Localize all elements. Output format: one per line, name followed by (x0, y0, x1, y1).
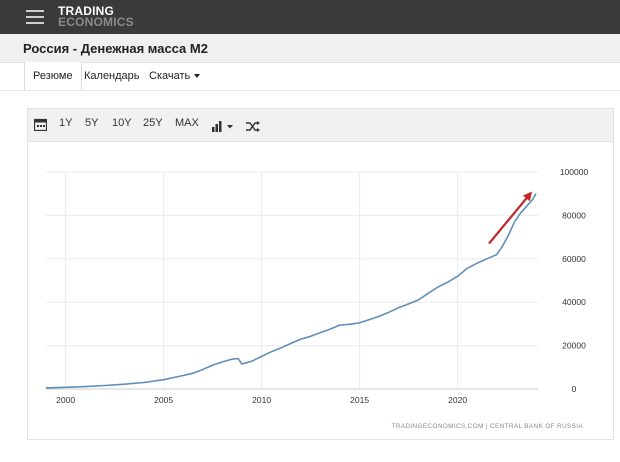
tick-labels: 2000 2005 2010 2015 2020 0 20000 40000 60000 8000… (56, 167, 588, 405)
chart-panel: 1Y 5Y 10Y 25Y MAX 2 (27, 108, 614, 440)
y-tick-label-60000: 60000 (562, 254, 586, 264)
range-max-button[interactable]: MAX (175, 117, 199, 129)
tab-bar: Резюме Календарь Скачать (0, 62, 620, 90)
x-tick-label-2015: 2015 (350, 395, 369, 405)
tab-summary[interactable]: Резюме (24, 62, 82, 90)
calendar-icon[interactable] (33, 118, 48, 136)
range-25y-button[interactable]: 25Y (143, 117, 163, 129)
x-tick-label-2000: 2000 (56, 395, 75, 405)
tab-download-label: Скачать (149, 70, 191, 82)
y-tick-label-100000: 100000 (560, 167, 589, 177)
trading-economics-logo[interactable]: TRADING ECONOMICS (58, 4, 134, 29)
menu-icon[interactable] (26, 10, 44, 24)
m2-line-chart: 2000 2005 2010 2015 2020 0 20000 40000 60000 8000… (45, 167, 588, 430)
series-line-m2 (45, 193, 537, 389)
grid-lines (46, 171, 538, 390)
y-tick-label-80000: 80000 (562, 210, 586, 220)
tab-calendar[interactable]: Календарь (84, 70, 140, 82)
chart-type-dropdown[interactable] (212, 119, 236, 137)
x-tick-label-2010: 2010 (252, 395, 271, 405)
top-navigation-bar: TRADING ECONOMICS (0, 0, 620, 34)
tabs-divider (0, 90, 620, 91)
chart-toolbar: 1Y 5Y 10Y 25Y MAX (28, 109, 613, 142)
range-5y-button[interactable]: 5Y (85, 117, 99, 129)
source-credit: TRADINGECONOMICS.COM | CENTRAL BANK OF R… (391, 423, 583, 430)
page-title: Россия - Денежная масса M2 (23, 41, 208, 56)
caret-down-icon (194, 74, 201, 79)
bar-chart-icon (212, 121, 222, 132)
caret-down-icon (227, 125, 233, 129)
y-tick-label-20000: 20000 (562, 341, 586, 351)
annotation-arrow-head (522, 191, 533, 202)
title-bar: Россия - Денежная масса M2 (0, 34, 620, 63)
x-tick-label-2020: 2020 (448, 395, 467, 405)
shuffle-icon[interactable] (246, 119, 260, 137)
y-tick-label-0: 0 (572, 384, 577, 394)
range-10y-button[interactable]: 10Y (112, 117, 132, 129)
range-1y-button[interactable]: 1Y (59, 117, 73, 129)
annotation-arrow-shaft (488, 194, 530, 245)
y-tick-label-40000: 40000 (562, 297, 586, 307)
tab-download[interactable]: Скачать (149, 62, 201, 90)
x-tick-label-2005: 2005 (154, 395, 173, 405)
series-layer (45, 191, 537, 389)
logo-text-economics: ECONOMICS (58, 15, 134, 29)
logo-text-trading: TRADING (58, 4, 115, 18)
